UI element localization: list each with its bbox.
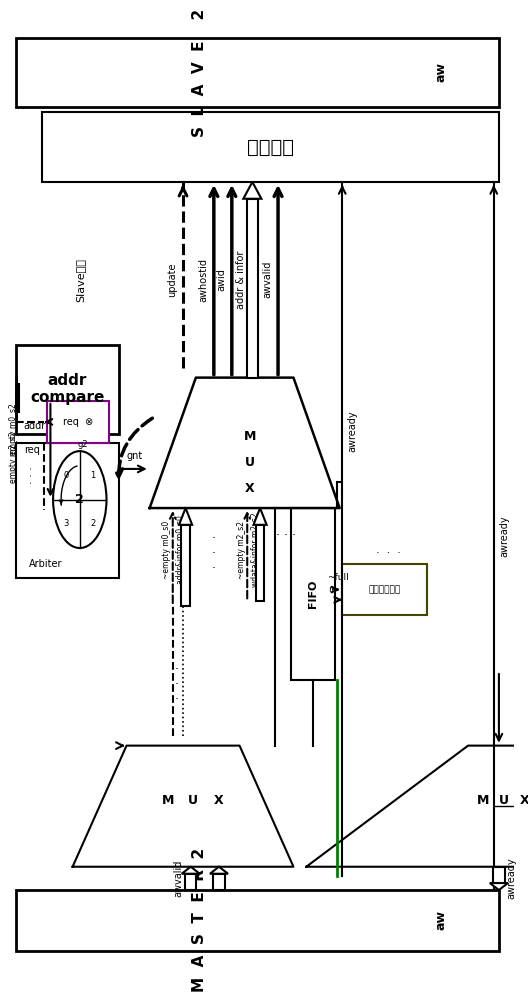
Text: req  ⊗: req ⊗: [63, 417, 93, 427]
Bar: [16, 890, 499, 951]
Text: awvalid: awvalid: [262, 261, 272, 298]
Text: ~empty m0_s0: ~empty m0_s0: [162, 521, 171, 579]
Bar: [16, 345, 119, 434]
Text: FIFO: FIFO: [308, 580, 318, 608]
Text: awvalid: awvalid: [173, 860, 183, 897]
Polygon shape: [213, 874, 224, 890]
Bar: [16, 443, 119, 578]
Text: M: M: [477, 794, 489, 807]
Text: 2: 2: [76, 493, 84, 506]
Text: Slave接口: Slave接口: [76, 258, 86, 302]
Text: addr & infor: addr & infor: [236, 251, 246, 309]
Text: . . .: . . .: [276, 525, 296, 538]
Polygon shape: [210, 867, 228, 874]
Bar: [47, 401, 109, 443]
Text: .
.
.: . . .: [174, 659, 178, 702]
Text: addr
compare: addr compare: [30, 373, 105, 405]
Polygon shape: [493, 867, 505, 883]
Text: 接口逻辑: 接口逻辑: [247, 138, 294, 157]
Text: gnt: gnt: [126, 451, 143, 461]
Bar: [16, 38, 499, 107]
Polygon shape: [16, 376, 17, 420]
Text: X: X: [214, 794, 224, 807]
Text: empty m0_s2: empty m0_s2: [9, 403, 18, 455]
Text: addr&infor m0_s0: addr&infor m0_s0: [175, 516, 184, 584]
Text: g2: g2: [77, 440, 88, 449]
Polygon shape: [253, 508, 267, 525]
Text: 2: 2: [90, 519, 96, 528]
Text: U: U: [188, 794, 199, 807]
Bar: [342, 564, 427, 615]
Text: ~full: ~full: [327, 573, 349, 582]
Text: 1: 1: [90, 471, 96, 480]
Text: wdata&infor m2_s2: wdata&infor m2_s2: [250, 513, 259, 587]
Text: M  A  S  T  E  R  2: M A S T E R 2: [192, 848, 207, 992]
Text: aw: aw: [435, 62, 447, 82]
Text: 3: 3: [64, 519, 69, 528]
Text: 0: 0: [64, 471, 69, 480]
Text: M: M: [162, 794, 174, 807]
Text: req: req: [24, 445, 40, 455]
Text: Arbiter: Arbiter: [29, 559, 62, 569]
Text: . . .: . . .: [24, 467, 34, 484]
Text: aw: aw: [435, 910, 447, 930]
Text: U: U: [499, 794, 509, 807]
Text: .
.
.: . . .: [212, 528, 216, 571]
Text: S  L  A  V  E    2: S L A V E 2: [192, 8, 207, 137]
Text: awready: awready: [506, 858, 516, 899]
Polygon shape: [17, 384, 18, 412]
Bar: [291, 508, 335, 680]
Text: ~empty m2_s2: ~empty m2_s2: [237, 521, 246, 579]
Polygon shape: [182, 525, 190, 606]
Text: M: M: [243, 430, 256, 443]
Text: U: U: [245, 456, 255, 469]
Text: empty m2_s2: empty m2_s2: [9, 431, 18, 483]
Polygon shape: [490, 883, 508, 890]
Text: awready: awready: [499, 515, 509, 557]
Text: addr: addr: [23, 421, 45, 431]
Text: awid: awid: [216, 268, 227, 291]
Text: awready: awready: [347, 410, 357, 452]
Text: X: X: [245, 482, 254, 495]
Text: .  .  .: . . .: [376, 545, 401, 555]
Text: awhostid: awhostid: [199, 258, 209, 302]
Polygon shape: [182, 867, 200, 874]
Text: X: X: [520, 794, 528, 807]
Text: 该写使能逻辑: 该写使能逻辑: [369, 585, 401, 594]
Polygon shape: [256, 525, 264, 601]
Polygon shape: [179, 508, 192, 525]
Polygon shape: [185, 874, 196, 890]
Bar: [42, 112, 499, 182]
Text: update: update: [167, 263, 177, 297]
Polygon shape: [243, 182, 261, 199]
Text: re: re: [328, 585, 337, 594]
Polygon shape: [247, 199, 258, 378]
